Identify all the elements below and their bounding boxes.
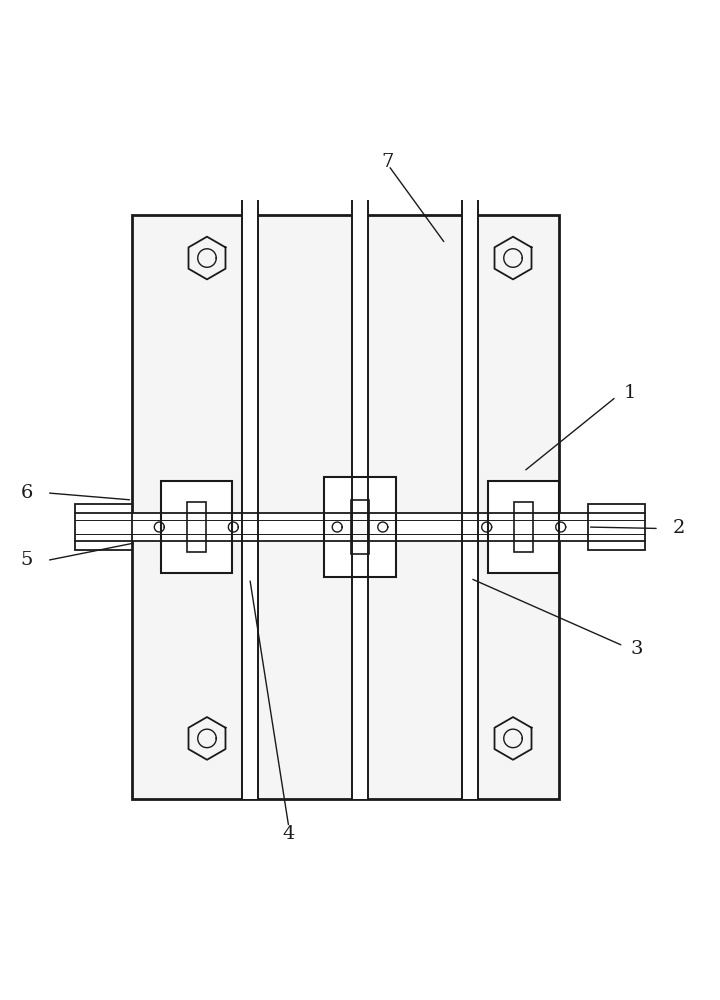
Text: 4: 4	[283, 825, 295, 843]
Text: 2: 2	[673, 519, 685, 537]
Bar	[132, 215, 559, 799]
Text: 7: 7	[382, 153, 394, 171]
Text: 6: 6	[20, 484, 32, 502]
Text: 3: 3	[631, 640, 643, 658]
Text: 1: 1	[624, 384, 636, 402]
Bar	[352, 201, 368, 799]
Bar	[76, 504, 132, 550]
Bar	[588, 504, 644, 550]
Bar	[187, 502, 206, 552]
Bar	[76, 513, 644, 541]
Text: 5: 5	[20, 551, 32, 569]
Bar	[325, 477, 395, 577]
Bar	[161, 481, 232, 573]
Bar	[462, 201, 478, 799]
Bar	[242, 201, 258, 799]
Bar	[488, 481, 559, 573]
Bar	[351, 500, 369, 554]
Bar	[514, 502, 533, 552]
